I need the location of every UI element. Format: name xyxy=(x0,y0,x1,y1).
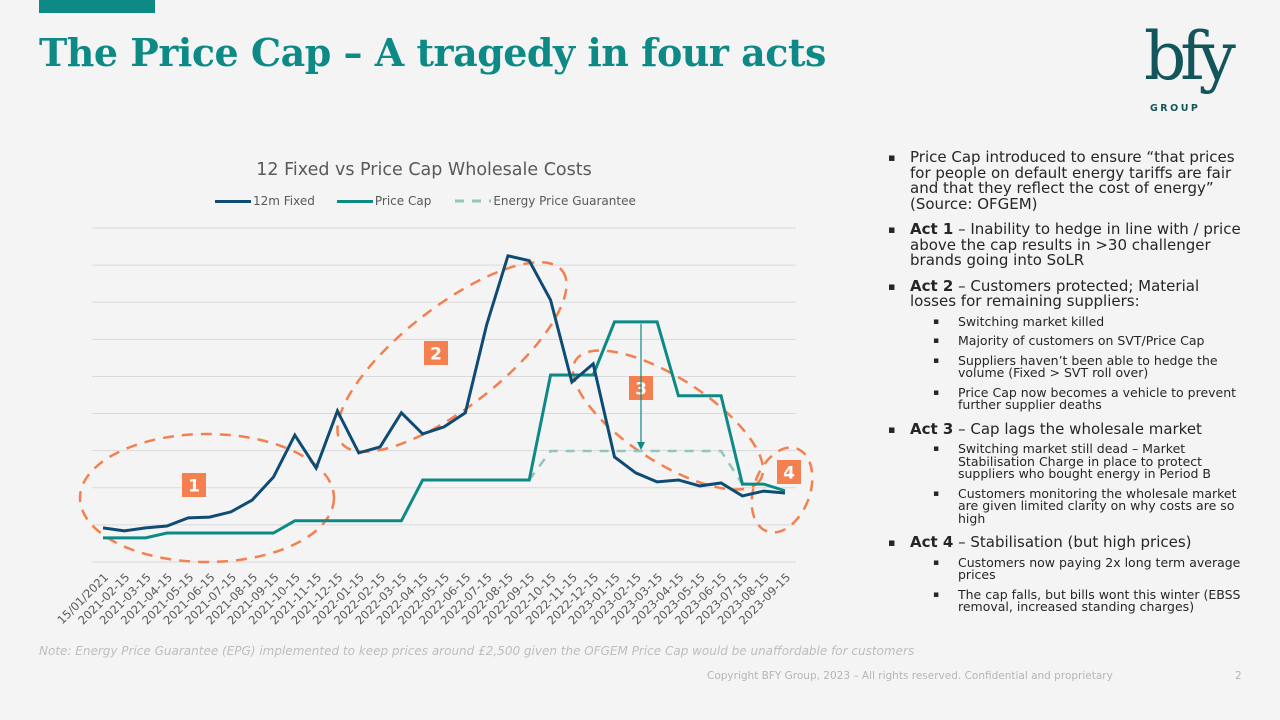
series-lines xyxy=(102,254,786,540)
arrow-head-icon xyxy=(637,442,645,451)
bullet-act-label: Act 1 xyxy=(910,220,954,238)
annotation-ellipse-4 xyxy=(750,446,814,534)
sub-bullet-item: Price Cap now becomes a vehicle to preve… xyxy=(888,386,1248,412)
bfy-group-logo: bfy GROUP xyxy=(1140,24,1250,120)
legend-label: 12m Fixed xyxy=(253,194,315,208)
bullet-text: Price Cap introduced to ensure “that pri… xyxy=(910,148,1235,213)
annotation-label: 1 xyxy=(188,477,200,497)
x-axis-ticks: 15/01/20212021-02-152021-03-152021-04-15… xyxy=(54,570,793,627)
bullet-text: – Inability to hedge in line with / pric… xyxy=(910,220,1241,269)
legend-label: Energy Price Guarantee xyxy=(493,194,636,208)
annotation-ellipse-1 xyxy=(78,432,336,564)
annotation-label: 2 xyxy=(430,345,442,365)
bullet-list: Price Cap introduced to ensure “that pri… xyxy=(888,148,1248,624)
legend-swatch-price-cap xyxy=(336,199,373,203)
bullet-item: Price Cap introduced to ensure “that pri… xyxy=(888,148,1248,213)
annotation-badge-1 xyxy=(182,473,206,497)
annotation-ellipses xyxy=(78,260,814,564)
legend-swatch-epg xyxy=(455,199,492,203)
series-line-energy-price-guarantee xyxy=(528,449,744,485)
legend-swatch-12m-fixed xyxy=(215,199,251,203)
sub-bullet-list: Switching market killedMajority of custo… xyxy=(910,315,1248,412)
sub-bullet-item: The cap falls, but bills wont this winte… xyxy=(888,588,1248,614)
bullet-text: – Cap lags the wholesale market xyxy=(953,419,1202,438)
bullet-act-label: Act 3 xyxy=(910,419,954,438)
annotation-ellipse-3 xyxy=(571,349,765,491)
logo-letters: bfy xyxy=(1144,18,1236,95)
annotation-ellipse-2 xyxy=(336,260,568,454)
bullet-text: – Customers protected; Material losses f… xyxy=(910,276,1200,310)
sub-bullet-item: Switching market still dead – Market Sta… xyxy=(888,442,1248,481)
bullet-item: Act 1 – Inability to hedge in line with … xyxy=(888,220,1248,269)
annotation-label: 4 xyxy=(783,464,795,484)
accent-bar xyxy=(39,0,155,13)
bullet-act-label: Act 4 xyxy=(910,533,954,551)
sub-bullet-list: Customers now paying 2x long term averag… xyxy=(910,556,1248,614)
page-number: 2 xyxy=(1235,670,1242,682)
copyright-footer: Copyright BFY Group, 2023 – All rights r… xyxy=(707,670,1113,682)
sub-bullet-item: Switching market killed xyxy=(888,315,1248,329)
bullet-act-label: Act 2 xyxy=(910,276,954,295)
sub-bullet-item: Majority of customers on SVT/Price Cap xyxy=(888,334,1248,348)
bullet-item: Act 3 – Cap lags the wholesale market Swi… xyxy=(888,419,1248,526)
bullet-item: Act 2 – Customers protected; Material lo… xyxy=(888,276,1248,412)
legend-label: Price Cap xyxy=(374,194,432,208)
sub-bullet-item: Suppliers haven’t been able to hedge the… xyxy=(888,354,1248,380)
sub-bullet-list: Switching market still dead – Market Sta… xyxy=(910,442,1248,525)
legend-item-12m-fixed: 12m Fixed xyxy=(215,194,315,208)
footnote: Note: Energy Price Guarantee (EPG) imple… xyxy=(39,644,915,658)
sub-bullet-item: Customers now paying 2x long term averag… xyxy=(888,556,1248,582)
logo-subtitle: GROUP xyxy=(1150,103,1201,114)
annotation-badge-4 xyxy=(777,460,801,484)
chart-legend: 12m Fixed Price Cap Energy Price Guarant… xyxy=(215,194,658,208)
legend-item-price-cap: Price Cap xyxy=(336,194,432,208)
slide-title: The Price Cap – A tragedy in four acts xyxy=(39,30,826,75)
bullet-text: – Stabilisation (but high prices) xyxy=(953,533,1192,551)
legend-item-epg: Energy Price Guarantee xyxy=(453,194,636,208)
annotation-badge-2 xyxy=(424,341,448,365)
chart-title: 12 Fixed vs Price Cap Wholesale Costs xyxy=(256,160,592,180)
bullet-item: Act 4 – Stabilisation (but high prices) C… xyxy=(888,533,1248,614)
sub-bullet-item: Customers monitoring the wholesale marke… xyxy=(888,487,1248,526)
